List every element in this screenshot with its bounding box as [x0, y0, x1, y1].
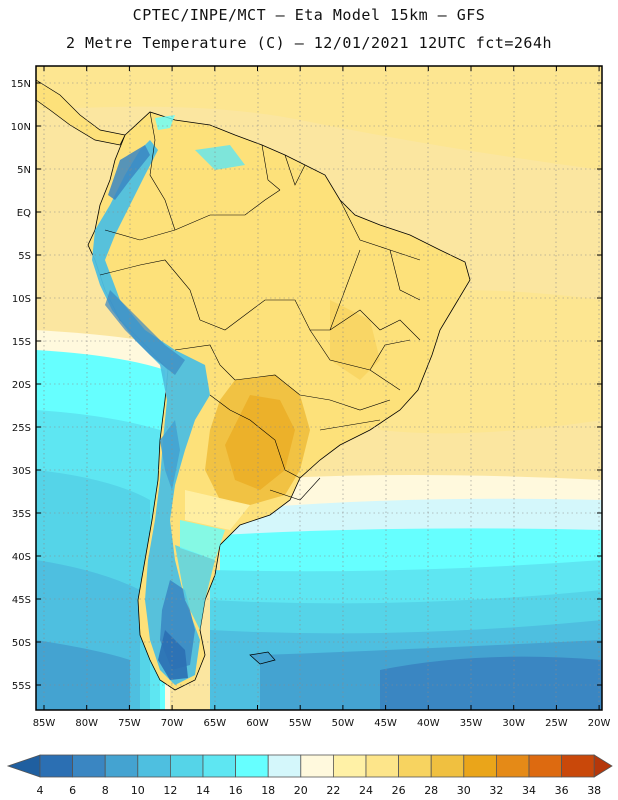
colorbar-swatch — [561, 754, 595, 778]
longitude-label: 30W — [502, 718, 525, 729]
latitude-label: 5N — [17, 165, 31, 176]
colorbar-label: 6 — [69, 784, 76, 797]
latitude-label: 20S — [12, 380, 31, 391]
chart-title-line-1: CPTEC/INPE/MCT – Eta Model 15km – GFS — [132, 6, 486, 24]
colorbar-swatch — [463, 754, 497, 778]
colorbar-swatch — [267, 754, 302, 778]
colorbar-label: 34 — [522, 784, 536, 797]
longitude-label: 50W — [332, 718, 355, 729]
colorbar-label: 18 — [261, 784, 275, 797]
longitude-label: 35W — [460, 718, 483, 729]
colorbar-label: 4 — [37, 784, 44, 797]
latitude-label: 45S — [12, 595, 31, 606]
colorbar-upper-arrow — [593, 754, 613, 778]
latitude-label: 10N — [11, 122, 31, 133]
colorbar-swatch — [202, 754, 236, 778]
latitude-label: 55S — [12, 681, 31, 692]
colorbar-swatch — [137, 754, 171, 778]
colorbar-swatch — [430, 754, 465, 778]
colorbar-lower-arrow — [6, 754, 41, 778]
chart-title-line-2: 2 Metre Temperature (C) – 12/01/2021 12U… — [65, 34, 553, 52]
colorbar-label: 28 — [424, 784, 438, 797]
longitude-label: 80W — [75, 718, 98, 729]
colorbar-swatch — [235, 754, 269, 778]
latitude-label: 25S — [12, 423, 31, 434]
colorbar-label: 30 — [457, 784, 471, 797]
colorbar-label: 20 — [294, 784, 308, 797]
latitude-label: 50S — [12, 638, 31, 649]
axis-tick-marks — [36, 66, 602, 710]
graticule — [36, 66, 602, 710]
colorbar-label: 22 — [326, 784, 340, 797]
colorbar-swatch — [398, 754, 432, 778]
longitude-labels: 85W 80W 75W 70W 65W 60W 55W 50W 45W 40W 35W 30W 25W 2… — [33, 718, 611, 729]
latitude-label: 15N — [11, 79, 31, 90]
colorbar-swatch — [300, 754, 334, 778]
colorbar-label: 12 — [163, 784, 177, 797]
latitude-labels: 15N 10N 5N EQ 5S 10S 15S 20S 25S 30S 35S 40S 45S 50S 5… — [11, 79, 31, 692]
colorbar-swatch — [528, 754, 562, 778]
longitude-label: 40W — [417, 718, 440, 729]
latitude-label: 35S — [12, 509, 31, 520]
colorbar-swatch — [72, 754, 106, 778]
colorbar-label: 38 — [587, 784, 601, 797]
colorbar-label: 8 — [102, 784, 109, 797]
colorbar-swatch — [365, 754, 399, 778]
colorbar-label: 24 — [359, 784, 373, 797]
colorbar-swatch — [332, 754, 367, 778]
country-borders — [99, 111, 421, 501]
latitude-label: 40S — [12, 552, 31, 563]
colorbar-swatch — [495, 754, 530, 778]
longitude-label: 85W — [33, 718, 56, 729]
latitude-label: 5S — [18, 251, 31, 262]
latitude-label: 10S — [12, 294, 31, 305]
colorbar-swatch — [169, 754, 204, 778]
longitude-label: 25W — [545, 718, 568, 729]
latitude-label: 15S — [12, 337, 31, 348]
colorbar-swatch — [39, 754, 73, 778]
colorbar-label: 14 — [196, 784, 210, 797]
colorbar-label: 16 — [229, 784, 243, 797]
longitude-label: 20W — [588, 718, 611, 729]
colorbar: 4 6 8 10 12 14 16 18 20 22 24 26 28 30 32 34 36 38 — [6, 754, 613, 797]
map-frame — [35, 65, 603, 711]
longitude-label: 45W — [374, 718, 397, 729]
longitude-label: 75W — [118, 718, 141, 729]
longitude-label: 70W — [161, 718, 184, 729]
latitude-label: EQ — [17, 208, 31, 219]
longitude-label: 55W — [289, 718, 312, 729]
colorbar-label: 32 — [489, 784, 503, 797]
colorbar-swatch — [104, 754, 139, 778]
colorbar-label: 26 — [392, 784, 406, 797]
colorbar-label: 36 — [555, 784, 569, 797]
longitude-label: 65W — [203, 718, 226, 729]
colorbar-label: 10 — [131, 784, 145, 797]
longitude-label: 60W — [246, 718, 269, 729]
latitude-label: 30S — [12, 466, 31, 477]
